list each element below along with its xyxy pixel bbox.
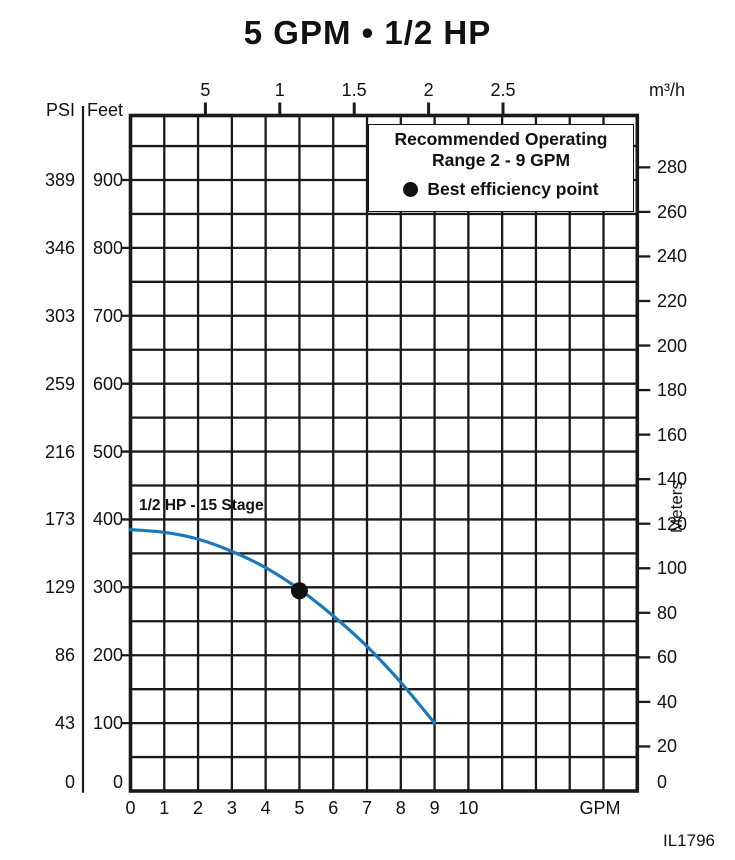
- figure-number: IL1796: [663, 831, 715, 850]
- legend-bep-label: Best efficiency point: [427, 179, 599, 199]
- legend-recommended-range-line1: Recommended Operating: [394, 129, 608, 149]
- best-efficiency-point-icon: [403, 182, 419, 197]
- legend-box: Recommended Operating Range 2 - 9 GPM Be…: [368, 124, 634, 212]
- curve-label: 1/2 HP - 15 Stage: [139, 497, 264, 514]
- page-title: 5 GPM • 1/2 HP: [243, 14, 492, 51]
- legend-recommended-range-line2: Range 2 - 9 GPM: [431, 150, 571, 170]
- legend-bep-row: Best efficiency point: [369, 179, 633, 200]
- right-axis-unit-meters: Meters: [667, 481, 686, 533]
